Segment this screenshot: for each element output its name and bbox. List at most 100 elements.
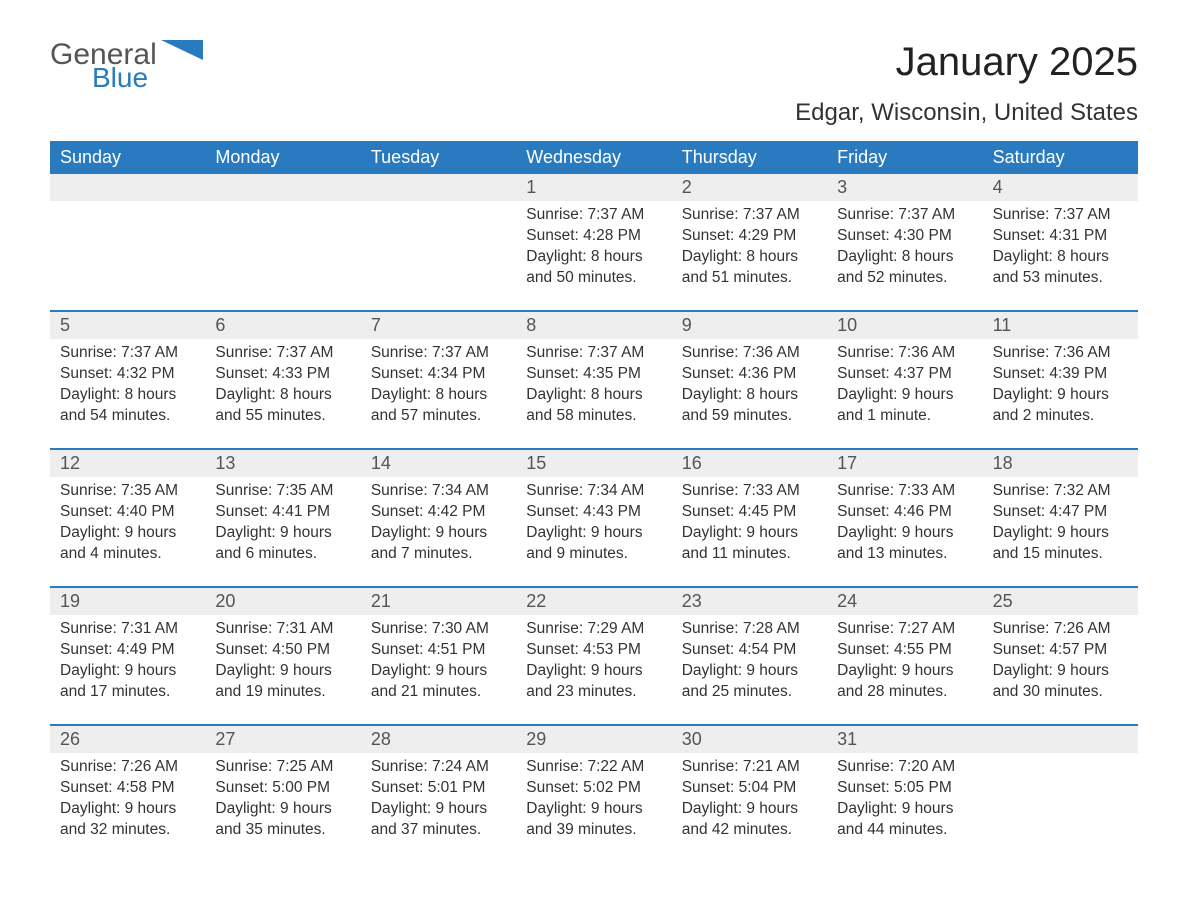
sunrise-text: Sunrise: 7:36 AM	[993, 343, 1128, 364]
sunset-text: Sunset: 4:55 PM	[837, 640, 972, 661]
sunrise-text: Sunrise: 7:37 AM	[682, 205, 817, 226]
daylight-text: Daylight: 9 hours and 35 minutes.	[215, 799, 350, 841]
day-body	[361, 201, 516, 211]
day-cell: 17Sunrise: 7:33 AMSunset: 4:46 PMDayligh…	[827, 450, 982, 576]
day-cell	[50, 174, 205, 300]
sunset-text: Sunset: 4:31 PM	[993, 226, 1128, 247]
day-body	[983, 753, 1138, 763]
day-number: 25	[983, 588, 1138, 615]
daylight-text: Daylight: 9 hours and 30 minutes.	[993, 661, 1128, 703]
day-body: Sunrise: 7:33 AMSunset: 4:45 PMDaylight:…	[672, 477, 827, 571]
day-body: Sunrise: 7:31 AMSunset: 4:49 PMDaylight:…	[50, 615, 205, 709]
weekday-sat: Saturday	[983, 141, 1138, 174]
day-cell: 12Sunrise: 7:35 AMSunset: 4:40 PMDayligh…	[50, 450, 205, 576]
day-number: 19	[50, 588, 205, 615]
day-cell: 27Sunrise: 7:25 AMSunset: 5:00 PMDayligh…	[205, 726, 360, 852]
sunset-text: Sunset: 5:01 PM	[371, 778, 506, 799]
sunset-text: Sunset: 4:35 PM	[526, 364, 661, 385]
sunrise-text: Sunrise: 7:26 AM	[60, 757, 195, 778]
sunrise-text: Sunrise: 7:20 AM	[837, 757, 972, 778]
flag-icon	[161, 40, 203, 73]
day-body: Sunrise: 7:35 AMSunset: 4:41 PMDaylight:…	[205, 477, 360, 571]
daylight-text: Daylight: 9 hours and 6 minutes.	[215, 523, 350, 565]
day-number: 21	[361, 588, 516, 615]
day-body: Sunrise: 7:20 AMSunset: 5:05 PMDaylight:…	[827, 753, 982, 847]
daylight-text: Daylight: 9 hours and 25 minutes.	[682, 661, 817, 703]
day-cell: 13Sunrise: 7:35 AMSunset: 4:41 PMDayligh…	[205, 450, 360, 576]
daylight-text: Daylight: 9 hours and 21 minutes.	[371, 661, 506, 703]
day-cell: 2Sunrise: 7:37 AMSunset: 4:29 PMDaylight…	[672, 174, 827, 300]
day-body: Sunrise: 7:36 AMSunset: 4:39 PMDaylight:…	[983, 339, 1138, 433]
day-body: Sunrise: 7:31 AMSunset: 4:50 PMDaylight:…	[205, 615, 360, 709]
day-cell: 9Sunrise: 7:36 AMSunset: 4:36 PMDaylight…	[672, 312, 827, 438]
day-body: Sunrise: 7:21 AMSunset: 5:04 PMDaylight:…	[672, 753, 827, 847]
location: Edgar, Wisconsin, United States	[795, 99, 1138, 127]
day-number: 8	[516, 312, 671, 339]
sunset-text: Sunset: 4:40 PM	[60, 502, 195, 523]
sunrise-text: Sunrise: 7:34 AM	[371, 481, 506, 502]
sunrise-text: Sunrise: 7:27 AM	[837, 619, 972, 640]
day-number: 23	[672, 588, 827, 615]
day-number: 1	[516, 174, 671, 201]
day-cell: 24Sunrise: 7:27 AMSunset: 4:55 PMDayligh…	[827, 588, 982, 714]
week-row: 19Sunrise: 7:31 AMSunset: 4:49 PMDayligh…	[50, 586, 1138, 714]
day-number: 13	[205, 450, 360, 477]
sunset-text: Sunset: 4:49 PM	[60, 640, 195, 661]
daylight-text: Daylight: 8 hours and 54 minutes.	[60, 385, 195, 427]
day-cell: 28Sunrise: 7:24 AMSunset: 5:01 PMDayligh…	[361, 726, 516, 852]
sunset-text: Sunset: 4:45 PM	[682, 502, 817, 523]
day-body: Sunrise: 7:22 AMSunset: 5:02 PMDaylight:…	[516, 753, 671, 847]
day-cell: 16Sunrise: 7:33 AMSunset: 4:45 PMDayligh…	[672, 450, 827, 576]
daylight-text: Daylight: 9 hours and 32 minutes.	[60, 799, 195, 841]
sunset-text: Sunset: 4:32 PM	[60, 364, 195, 385]
day-body: Sunrise: 7:36 AMSunset: 4:36 PMDaylight:…	[672, 339, 827, 433]
day-number: 7	[361, 312, 516, 339]
day-cell: 26Sunrise: 7:26 AMSunset: 4:58 PMDayligh…	[50, 726, 205, 852]
day-body	[50, 201, 205, 211]
sunset-text: Sunset: 4:50 PM	[215, 640, 350, 661]
sunset-text: Sunset: 4:33 PM	[215, 364, 350, 385]
weekday-wed: Wednesday	[516, 141, 671, 174]
day-cell: 19Sunrise: 7:31 AMSunset: 4:49 PMDayligh…	[50, 588, 205, 714]
sunrise-text: Sunrise: 7:37 AM	[60, 343, 195, 364]
brand-logo: General Blue	[50, 40, 203, 92]
daylight-text: Daylight: 9 hours and 37 minutes.	[371, 799, 506, 841]
day-number	[983, 726, 1138, 753]
day-number: 20	[205, 588, 360, 615]
daylight-text: Daylight: 8 hours and 59 minutes.	[682, 385, 817, 427]
sunset-text: Sunset: 4:30 PM	[837, 226, 972, 247]
day-body: Sunrise: 7:37 AMSunset: 4:35 PMDaylight:…	[516, 339, 671, 433]
daylight-text: Daylight: 9 hours and 2 minutes.	[993, 385, 1128, 427]
sunset-text: Sunset: 4:53 PM	[526, 640, 661, 661]
day-number: 17	[827, 450, 982, 477]
daylight-text: Daylight: 9 hours and 9 minutes.	[526, 523, 661, 565]
week-row: 5Sunrise: 7:37 AMSunset: 4:32 PMDaylight…	[50, 310, 1138, 438]
day-number	[361, 174, 516, 201]
title-block: January 2025 Edgar, Wisconsin, United St…	[795, 40, 1138, 127]
sunrise-text: Sunrise: 7:33 AM	[682, 481, 817, 502]
day-body: Sunrise: 7:24 AMSunset: 5:01 PMDaylight:…	[361, 753, 516, 847]
daylight-text: Daylight: 8 hours and 57 minutes.	[371, 385, 506, 427]
day-body: Sunrise: 7:37 AMSunset: 4:30 PMDaylight:…	[827, 201, 982, 295]
sunrise-text: Sunrise: 7:29 AM	[526, 619, 661, 640]
daylight-text: Daylight: 8 hours and 51 minutes.	[682, 247, 817, 289]
day-body: Sunrise: 7:36 AMSunset: 4:37 PMDaylight:…	[827, 339, 982, 433]
day-cell: 18Sunrise: 7:32 AMSunset: 4:47 PMDayligh…	[983, 450, 1138, 576]
day-cell: 30Sunrise: 7:21 AMSunset: 5:04 PMDayligh…	[672, 726, 827, 852]
sunset-text: Sunset: 4:36 PM	[682, 364, 817, 385]
sunset-text: Sunset: 4:46 PM	[837, 502, 972, 523]
daylight-text: Daylight: 9 hours and 11 minutes.	[682, 523, 817, 565]
day-number: 27	[205, 726, 360, 753]
sunrise-text: Sunrise: 7:37 AM	[837, 205, 972, 226]
day-cell: 4Sunrise: 7:37 AMSunset: 4:31 PMDaylight…	[983, 174, 1138, 300]
weekday-sun: Sunday	[50, 141, 205, 174]
weekday-header: Sunday Monday Tuesday Wednesday Thursday…	[50, 141, 1138, 174]
day-body: Sunrise: 7:27 AMSunset: 4:55 PMDaylight:…	[827, 615, 982, 709]
day-number: 24	[827, 588, 982, 615]
day-number: 9	[672, 312, 827, 339]
sunset-text: Sunset: 4:43 PM	[526, 502, 661, 523]
day-body	[205, 201, 360, 211]
daylight-text: Daylight: 9 hours and 17 minutes.	[60, 661, 195, 703]
day-number: 6	[205, 312, 360, 339]
sunrise-text: Sunrise: 7:34 AM	[526, 481, 661, 502]
